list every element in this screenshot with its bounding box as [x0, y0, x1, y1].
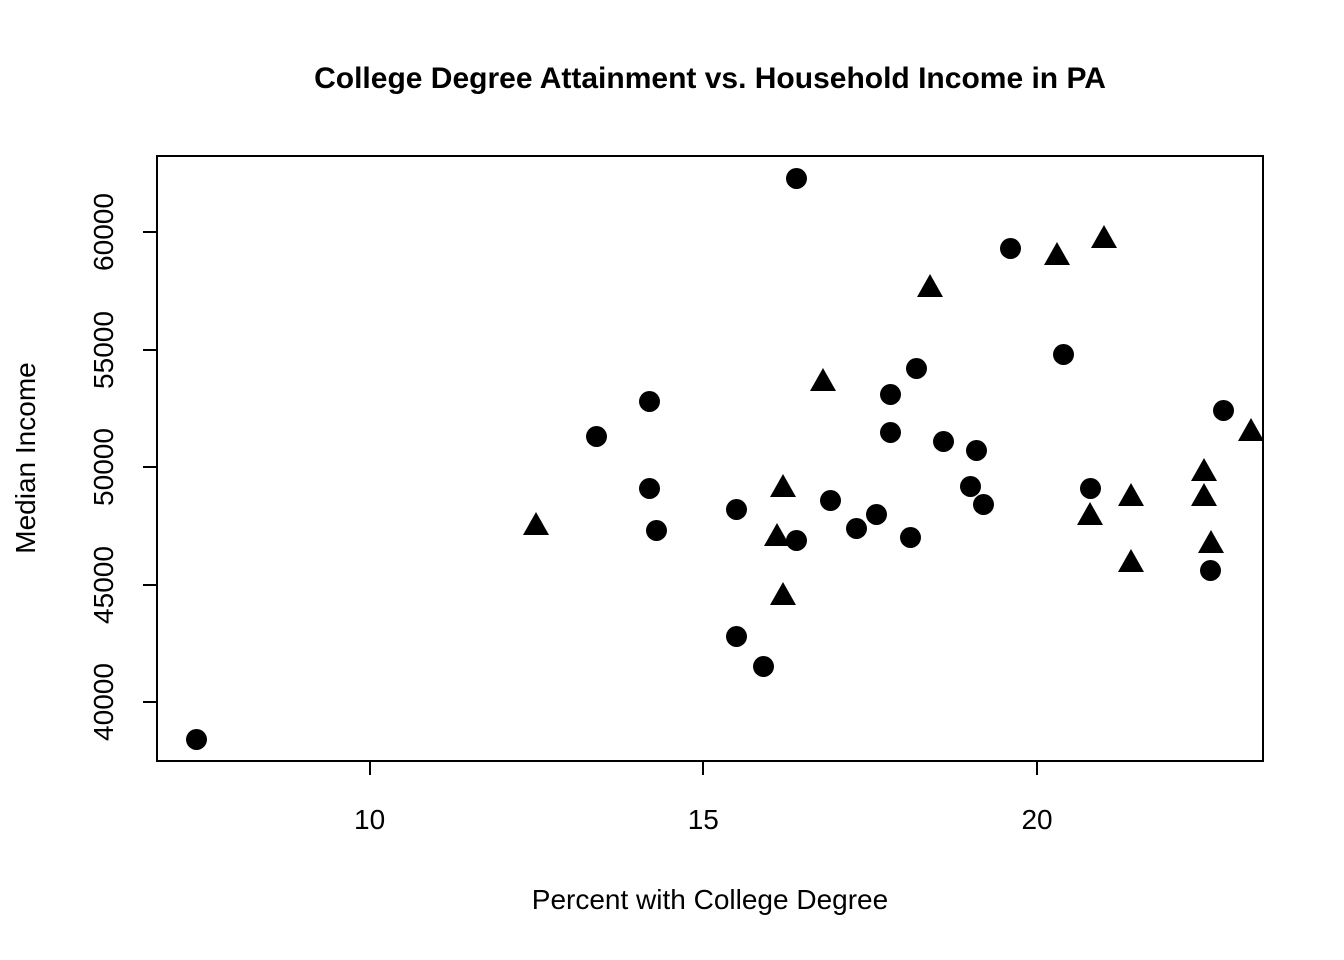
data-point-triangle	[1090, 225, 1117, 249]
data-point-circle	[786, 167, 808, 189]
y-axis-tick-mark	[143, 466, 156, 469]
y-axis-tick-mark	[143, 231, 156, 234]
data-point-circle	[726, 499, 748, 521]
data-point-triangle	[1190, 457, 1217, 481]
y-axis-label: Median Income	[10, 362, 41, 554]
data-point-circle	[966, 440, 988, 462]
x-axis-tick-mark	[702, 762, 705, 775]
data-point-circle	[786, 529, 808, 551]
x-axis-tick-label: 20	[1021, 804, 1053, 835]
data-point-circle	[185, 729, 207, 751]
data-point-triangle	[763, 523, 790, 547]
y-axis-tick-label: 50000	[88, 428, 119, 507]
x-axis-tick-label: 10	[354, 804, 386, 835]
data-point-circle	[899, 527, 921, 549]
x-axis-tick-mark	[368, 762, 371, 775]
data-point-circle	[1200, 560, 1222, 582]
y-axis-tick-mark	[143, 583, 156, 586]
data-point-triangle	[1117, 549, 1144, 573]
data-point-triangle	[770, 474, 797, 498]
data-point-triangle	[1044, 241, 1071, 265]
data-point-triangle	[917, 274, 944, 298]
data-point-circle	[1213, 400, 1235, 422]
data-point-circle	[819, 489, 841, 511]
data-point-circle	[639, 477, 661, 499]
x-axis-tick-label: 15	[687, 804, 719, 835]
data-point-circle	[752, 656, 774, 678]
y-axis-tick-mark	[143, 348, 156, 351]
data-point-circle	[639, 391, 661, 413]
y-axis-tick-label: 45000	[88, 545, 119, 624]
y-axis-tick-label: 40000	[88, 663, 119, 742]
data-point-circle	[646, 520, 668, 542]
data-point-triangle	[523, 511, 550, 535]
y-axis-tick-label: 55000	[88, 310, 119, 389]
data-point-triangle	[1197, 530, 1224, 554]
data-point-circle	[933, 430, 955, 452]
data-point-circle	[879, 384, 901, 405]
data-point-triangle	[1077, 502, 1104, 526]
x-axis-label: Percent with College Degree	[531, 884, 889, 915]
data-point-triangle	[1237, 417, 1264, 441]
data-point-circle	[1079, 477, 1101, 499]
y-axis-tick-mark	[143, 701, 156, 704]
data-point-circle	[586, 426, 608, 448]
data-point-circle	[846, 517, 868, 539]
data-point-circle	[906, 358, 928, 380]
data-point-circle	[1053, 344, 1075, 366]
chart-title: College Degree Attainment vs. Household …	[314, 62, 1106, 95]
data-point-circle	[726, 625, 748, 647]
data-point-circle	[959, 475, 981, 497]
data-point-circle	[973, 494, 995, 516]
data-point-triangle	[770, 582, 797, 606]
x-axis-tick-mark	[1036, 762, 1039, 775]
y-axis-tick-label: 60000	[88, 193, 119, 272]
data-point-triangle	[810, 368, 837, 392]
data-point-circle	[999, 238, 1021, 260]
data-point-circle	[866, 503, 888, 525]
data-point-triangle	[1117, 483, 1144, 507]
plot-area	[156, 155, 1264, 762]
data-point-triangle	[1190, 483, 1217, 507]
data-point-circle	[879, 421, 901, 443]
